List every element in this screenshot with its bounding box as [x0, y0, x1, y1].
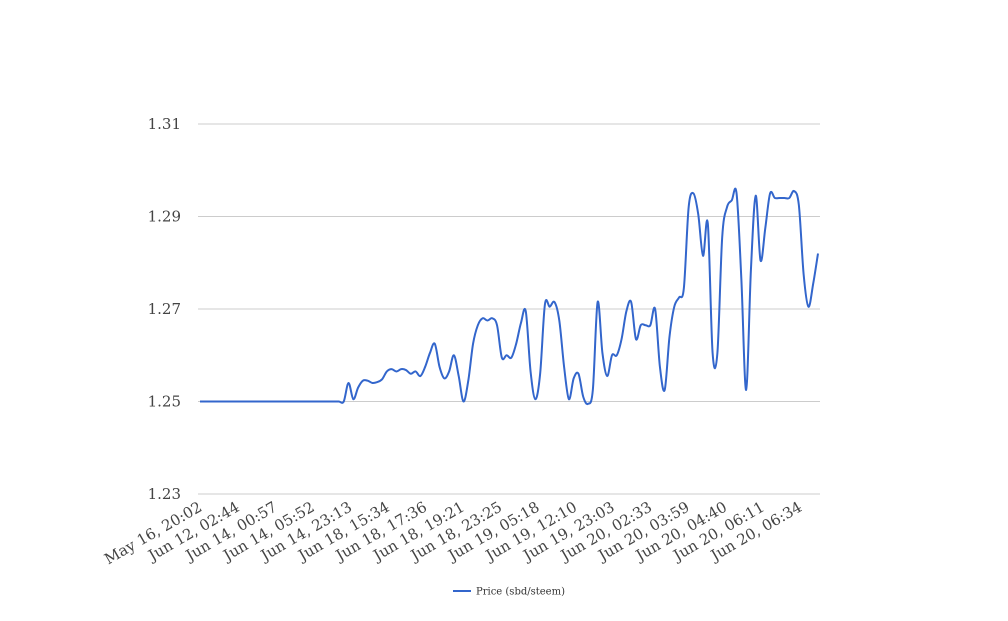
y-tick-label: 1.29: [148, 208, 181, 226]
y-tick-label: 1.27: [148, 300, 181, 318]
y-tick-label: 1.31: [148, 115, 181, 133]
y-tick-label: 1.25: [148, 393, 181, 411]
legend-label[interactable]: Price (sbd/steem): [476, 587, 565, 598]
gridlines: [198, 123, 820, 495]
series-line-price: [200, 187, 819, 406]
y-axis: 1.31 1.29 1.27 1.25 1.23: [148, 115, 181, 503]
y-tick-label: 1.23: [148, 485, 181, 503]
legend[interactable]: Price (sbd/steem): [453, 587, 565, 598]
series-lines: [200, 187, 819, 406]
